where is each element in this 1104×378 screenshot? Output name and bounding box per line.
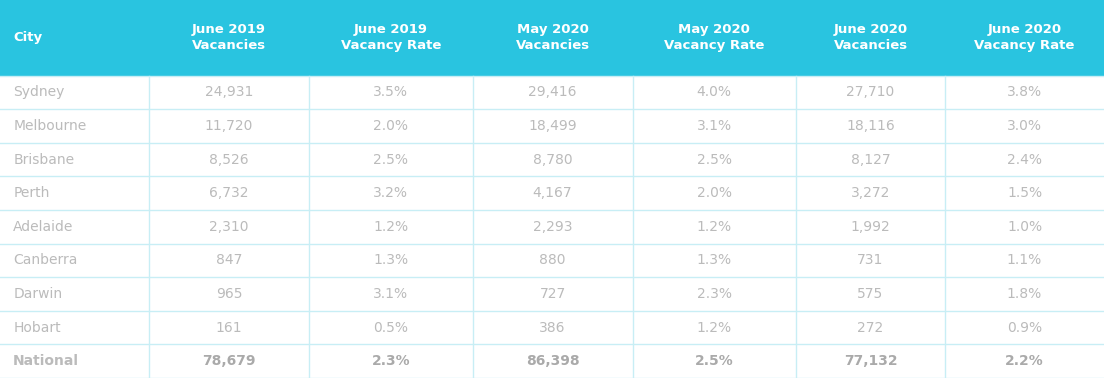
Text: 1.3%: 1.3% bbox=[373, 253, 408, 267]
Text: 2.0%: 2.0% bbox=[373, 119, 408, 133]
Text: 3.2%: 3.2% bbox=[373, 186, 408, 200]
Text: 8,127: 8,127 bbox=[851, 153, 890, 167]
Text: 2.2%: 2.2% bbox=[1005, 354, 1044, 368]
Text: 27,710: 27,710 bbox=[847, 85, 894, 99]
Bar bbox=[633, 0, 796, 76]
Text: 3.1%: 3.1% bbox=[697, 119, 732, 133]
Text: 2,293: 2,293 bbox=[533, 220, 572, 234]
Text: 2.5%: 2.5% bbox=[697, 153, 732, 167]
Text: 0.9%: 0.9% bbox=[1007, 321, 1042, 335]
Text: May 2020
Vacancy Rate: May 2020 Vacancy Rate bbox=[665, 23, 764, 52]
Text: Brisbane: Brisbane bbox=[13, 153, 74, 167]
Text: 847: 847 bbox=[216, 253, 242, 267]
Text: 4.0%: 4.0% bbox=[697, 85, 732, 99]
Text: 0.5%: 0.5% bbox=[373, 321, 408, 335]
Text: 78,679: 78,679 bbox=[202, 354, 256, 368]
Text: 1.8%: 1.8% bbox=[1007, 287, 1042, 301]
Text: 880: 880 bbox=[539, 253, 566, 267]
Text: 3.0%: 3.0% bbox=[1007, 119, 1042, 133]
Text: 29,416: 29,416 bbox=[529, 85, 576, 99]
Text: 86,398: 86,398 bbox=[526, 354, 580, 368]
Text: 1.2%: 1.2% bbox=[697, 220, 732, 234]
Text: Darwin: Darwin bbox=[13, 287, 62, 301]
Text: City: City bbox=[13, 31, 42, 44]
Text: May 2020
Vacancies: May 2020 Vacancies bbox=[516, 23, 590, 52]
Text: June 2020
Vacancies: June 2020 Vacancies bbox=[834, 23, 907, 52]
Text: Canberra: Canberra bbox=[13, 253, 77, 267]
Text: 2.0%: 2.0% bbox=[697, 186, 732, 200]
Text: National: National bbox=[13, 354, 79, 368]
Text: Hobart: Hobart bbox=[13, 321, 61, 335]
Text: 1.1%: 1.1% bbox=[1007, 253, 1042, 267]
Text: 386: 386 bbox=[539, 321, 566, 335]
Text: 2.5%: 2.5% bbox=[373, 153, 408, 167]
Bar bbox=[309, 0, 473, 76]
Text: June 2019
Vacancies: June 2019 Vacancies bbox=[192, 23, 266, 52]
Text: 2.3%: 2.3% bbox=[372, 354, 410, 368]
Bar bbox=[796, 0, 945, 76]
Text: 4,167: 4,167 bbox=[533, 186, 572, 200]
Text: 3.1%: 3.1% bbox=[373, 287, 408, 301]
Text: 3.5%: 3.5% bbox=[373, 85, 408, 99]
Text: 2,310: 2,310 bbox=[210, 220, 248, 234]
Text: 2.3%: 2.3% bbox=[697, 287, 732, 301]
Text: 24,931: 24,931 bbox=[205, 85, 253, 99]
Bar bbox=[945, 0, 1104, 76]
Text: 575: 575 bbox=[858, 287, 883, 301]
Bar bbox=[473, 0, 633, 76]
Bar bbox=[149, 0, 309, 76]
Text: Adelaide: Adelaide bbox=[13, 220, 74, 234]
Text: 727: 727 bbox=[540, 287, 565, 301]
Text: 2.5%: 2.5% bbox=[694, 354, 734, 368]
Text: 11,720: 11,720 bbox=[205, 119, 253, 133]
Text: 3,272: 3,272 bbox=[851, 186, 890, 200]
Bar bbox=[0, 0, 149, 76]
Text: 1,992: 1,992 bbox=[850, 220, 891, 234]
Text: 18,116: 18,116 bbox=[846, 119, 895, 133]
Text: 731: 731 bbox=[858, 253, 883, 267]
Text: Sydney: Sydney bbox=[13, 85, 65, 99]
Text: 8,526: 8,526 bbox=[210, 153, 248, 167]
Text: 161: 161 bbox=[215, 321, 243, 335]
Text: 8,780: 8,780 bbox=[533, 153, 572, 167]
Text: 1.0%: 1.0% bbox=[1007, 220, 1042, 234]
Text: 3.8%: 3.8% bbox=[1007, 85, 1042, 99]
Text: Perth: Perth bbox=[13, 186, 50, 200]
Text: 77,132: 77,132 bbox=[843, 354, 898, 368]
Text: 272: 272 bbox=[858, 321, 883, 335]
Text: 1.3%: 1.3% bbox=[697, 253, 732, 267]
Text: 2.4%: 2.4% bbox=[1007, 153, 1042, 167]
Text: 1.5%: 1.5% bbox=[1007, 186, 1042, 200]
Text: 6,732: 6,732 bbox=[210, 186, 248, 200]
Text: Melbourne: Melbourne bbox=[13, 119, 86, 133]
Text: June 2019
Vacancy Rate: June 2019 Vacancy Rate bbox=[341, 23, 440, 52]
Text: 965: 965 bbox=[215, 287, 243, 301]
Text: 1.2%: 1.2% bbox=[373, 220, 408, 234]
Text: 18,499: 18,499 bbox=[528, 119, 577, 133]
Text: June 2020
Vacancy Rate: June 2020 Vacancy Rate bbox=[975, 23, 1074, 52]
Text: 1.2%: 1.2% bbox=[697, 321, 732, 335]
